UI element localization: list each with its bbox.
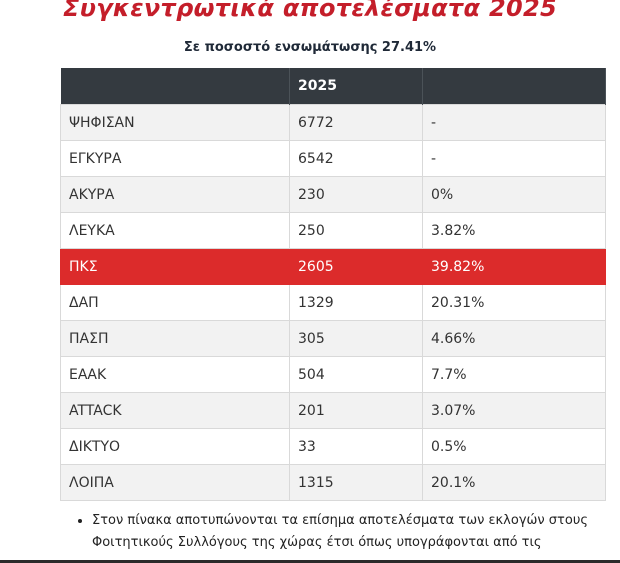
table-header-row: 2025 bbox=[60, 68, 606, 105]
column-header-label bbox=[60, 68, 290, 105]
row-percent: - bbox=[422, 104, 606, 141]
table-row: ΨΗΦΙΣΑΝ 6772 - bbox=[60, 104, 606, 141]
row-votes: 201 bbox=[289, 392, 423, 429]
row-label: ΕΓΚΥΡΑ bbox=[60, 140, 290, 177]
row-votes: 33 bbox=[289, 428, 423, 465]
table-row: ATTACK 201 3.07% bbox=[60, 392, 606, 429]
row-percent: 0.5% bbox=[422, 428, 606, 465]
row-label: ΛΟΙΠΑ bbox=[60, 464, 290, 501]
row-percent: 4.66% bbox=[422, 320, 606, 357]
results-table: 2025 ΨΗΦΙΣΑΝ 6772 - ΕΓΚΥΡΑ 6542 - ΑΚΥΡΑ … bbox=[60, 68, 606, 501]
table-row: ΔΙΚΤΥΟ 33 0.5% bbox=[60, 428, 606, 465]
notes-list: Στον πίνακα αποτυπώνονται τα επίσημα απο… bbox=[70, 510, 620, 554]
row-percent: 3.07% bbox=[422, 392, 606, 429]
row-votes: 6542 bbox=[289, 140, 423, 177]
row-percent: - bbox=[422, 140, 606, 177]
row-votes: 250 bbox=[289, 212, 423, 249]
row-label: ΔΑΠ bbox=[60, 284, 290, 321]
row-percent: 0% bbox=[422, 176, 606, 213]
row-votes: 6772 bbox=[289, 104, 423, 141]
row-votes: 504 bbox=[289, 356, 423, 393]
page-subtitle: Σε ποσοστό ενσωμάτωσης 27.41% bbox=[183, 40, 437, 55]
row-label: ΑΚΥΡΑ bbox=[60, 176, 290, 213]
table-row: ΛΕΥΚΑ 250 3.82% bbox=[60, 212, 606, 249]
table-row: ΛΟΙΠΑ 1315 20.1% bbox=[60, 464, 606, 501]
row-votes: 230 bbox=[289, 176, 423, 213]
note-item: Στον πίνακα αποτυπώνονται τα επίσημα απο… bbox=[92, 510, 620, 554]
row-label: ΠΚΣ bbox=[60, 248, 290, 285]
page-title: Συγκεντρωτικά αποτελέσματα 2025 bbox=[63, 0, 557, 22]
bottom-divider bbox=[0, 560, 620, 563]
row-percent: 7.7% bbox=[422, 356, 606, 393]
row-label: ΨΗΦΙΣΑΝ bbox=[60, 104, 290, 141]
row-label: ATTACK bbox=[60, 392, 290, 429]
table-row: ΕΓΚΥΡΑ 6542 - bbox=[60, 140, 606, 177]
table-row: ΕΑΑΚ 504 7.7% bbox=[60, 356, 606, 393]
row-votes: 1329 bbox=[289, 284, 423, 321]
row-label: ΠΑΣΠ bbox=[60, 320, 290, 357]
table-row: ΑΚΥΡΑ 230 0% bbox=[60, 176, 606, 213]
row-votes: 305 bbox=[289, 320, 423, 357]
row-percent: 3.82% bbox=[422, 212, 606, 249]
column-header-percent bbox=[422, 68, 606, 105]
row-percent: 20.1% bbox=[422, 464, 606, 501]
row-votes: 2605 bbox=[289, 248, 423, 285]
row-label: ΛΕΥΚΑ bbox=[60, 212, 290, 249]
row-label: ΕΑΑΚ bbox=[60, 356, 290, 393]
row-percent: 39.82% bbox=[422, 248, 606, 285]
row-percent: 20.31% bbox=[422, 284, 606, 321]
table-row-highlighted: ΠΚΣ 2605 39.82% bbox=[60, 248, 606, 285]
column-header-year: 2025 bbox=[289, 68, 423, 105]
table-row: ΔΑΠ 1329 20.31% bbox=[60, 284, 606, 321]
table-row: ΠΑΣΠ 305 4.66% bbox=[60, 320, 606, 357]
row-label: ΔΙΚΤΥΟ bbox=[60, 428, 290, 465]
row-votes: 1315 bbox=[289, 464, 423, 501]
